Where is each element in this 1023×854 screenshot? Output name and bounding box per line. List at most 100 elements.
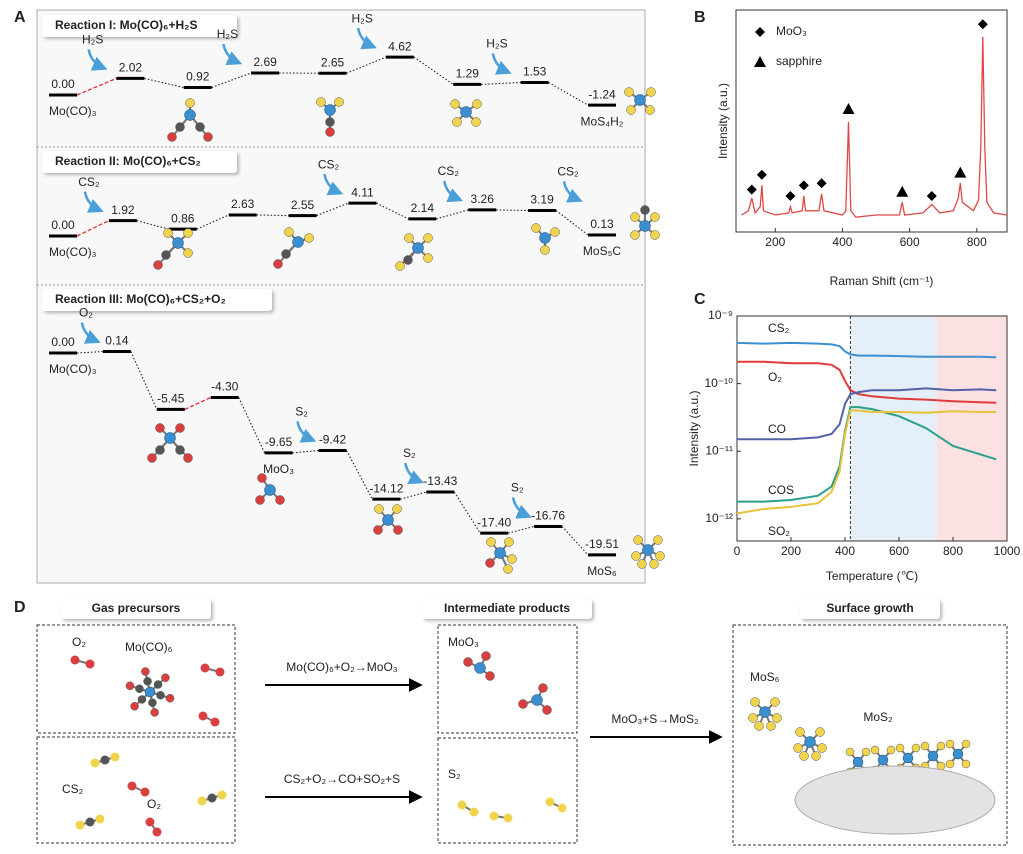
atom — [183, 228, 193, 238]
atom — [815, 727, 825, 737]
atom — [175, 423, 185, 433]
atom — [334, 97, 344, 107]
atom — [185, 98, 195, 108]
atom — [184, 109, 196, 121]
energy-label: -9.42 — [319, 433, 347, 447]
atom — [902, 752, 914, 764]
marker — [954, 166, 967, 178]
species-label: MoO₃ — [263, 462, 294, 476]
atom — [155, 445, 165, 455]
atom — [152, 827, 162, 837]
reagent-label: H₂S — [486, 37, 507, 51]
x-tick-label: 0 — [734, 544, 741, 558]
connector — [481, 81, 521, 85]
plot-frame — [735, 9, 1008, 233]
box — [437, 624, 578, 734]
atom — [642, 544, 654, 556]
spectrum-line — [741, 36, 1008, 218]
box — [36, 624, 236, 734]
series-label: COS — [768, 483, 794, 497]
reagent-label: H₂S — [82, 33, 103, 47]
reaction-header — [42, 151, 237, 173]
atom — [895, 743, 905, 753]
panel-letter: C — [694, 291, 706, 308]
atom — [799, 751, 809, 761]
atom — [195, 122, 205, 132]
species-label: MoO₃ — [448, 635, 479, 649]
atom — [472, 99, 482, 109]
atom — [631, 551, 641, 561]
atom — [153, 260, 163, 270]
energy-label: 0.13 — [590, 217, 614, 231]
marker — [842, 103, 855, 115]
energy-label: 0.00 — [51, 218, 75, 232]
y-tick-label: 10⁻¹⁰ — [705, 376, 734, 390]
atom — [961, 759, 971, 769]
energy-label: 0.14 — [105, 334, 129, 348]
connector — [400, 491, 427, 500]
shaded-region — [850, 316, 937, 541]
atom — [130, 702, 139, 711]
atom — [557, 803, 567, 813]
species-label: Mo(CO)₆ — [125, 640, 173, 654]
atom — [395, 261, 405, 271]
atom — [545, 797, 555, 807]
atom — [750, 697, 760, 707]
atom — [650, 230, 660, 240]
species-label: Mo(CO)₃ — [49, 245, 97, 259]
atom — [183, 248, 193, 258]
connector — [292, 449, 319, 454]
atom — [156, 691, 165, 700]
shaded-region — [936, 316, 1007, 541]
connector — [413, 56, 454, 85]
series-label: CO — [768, 422, 786, 436]
atom — [392, 504, 402, 514]
x-tick-label: 800 — [967, 235, 987, 249]
atom — [653, 535, 663, 545]
series-label: CS₂ — [768, 321, 790, 335]
atom — [281, 249, 291, 259]
marker — [746, 184, 757, 195]
species-label: O₂ — [72, 635, 86, 649]
atom — [75, 820, 85, 830]
atom — [150, 708, 159, 717]
reaction-title: Reaction III: Mo(CO)₆+CS₂+O₂ — [55, 292, 226, 306]
atom — [257, 473, 267, 483]
atom — [217, 790, 227, 800]
atom — [140, 787, 150, 797]
species-label: CS₂ — [62, 782, 84, 796]
x-axis-label: Temperature (℃) — [826, 569, 918, 583]
panel-letter: A — [14, 9, 26, 26]
atom — [645, 105, 655, 115]
x-tick-label: 600 — [889, 544, 909, 558]
x-tick-label: 400 — [832, 235, 852, 249]
atom — [100, 755, 110, 765]
species-label: MoS₅C — [583, 244, 622, 258]
atom — [531, 223, 541, 233]
reagent-arrow — [80, 322, 101, 344]
reagent-arrow — [87, 49, 108, 71]
energy-label: -13.43 — [423, 474, 457, 488]
atom — [325, 127, 335, 137]
atom — [85, 817, 95, 827]
atom — [471, 117, 481, 127]
atom — [538, 683, 548, 693]
atom — [175, 122, 185, 132]
reaction-title: Reaction I: Mo(CO)₆+H₂S — [55, 18, 197, 32]
atom — [961, 739, 971, 749]
series-label: SO₂ — [768, 524, 790, 538]
reaction-header — [42, 15, 237, 37]
atom — [264, 484, 276, 496]
reagent-label: CS₂ — [78, 175, 100, 189]
reagent-arrow — [404, 462, 425, 485]
atom — [382, 514, 394, 526]
atom — [518, 699, 528, 709]
atom — [877, 754, 889, 766]
x-axis-label: Raman Shift (cm⁻¹) — [830, 274, 934, 288]
atom — [793, 743, 803, 753]
atom — [655, 551, 665, 561]
y-axis-label: Intensity (a.u.) — [687, 390, 701, 466]
series-line — [737, 360, 997, 404]
atom — [945, 759, 955, 769]
